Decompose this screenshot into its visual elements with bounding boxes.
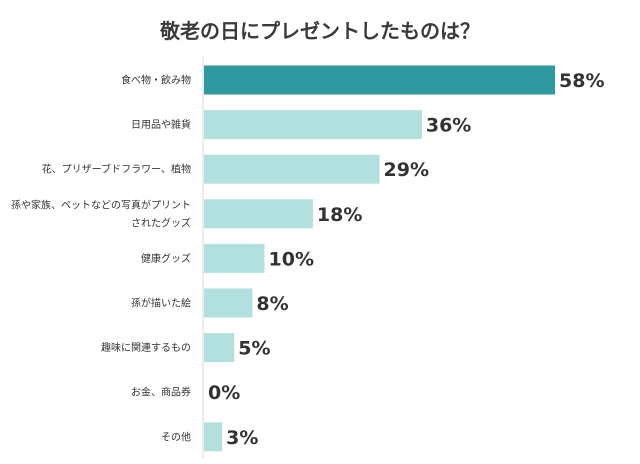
bar bbox=[204, 65, 555, 95]
bar bbox=[204, 288, 253, 318]
value-label: 8% bbox=[256, 293, 288, 315]
bars-group bbox=[204, 65, 555, 452]
category-labels-group: 食べ物・飲み物日用品や雑貨花、プリザーブドフラワー、植物孫や家族、ペットなどの写… bbox=[11, 74, 191, 444]
bar bbox=[204, 422, 223, 452]
value-label: 18% bbox=[317, 204, 362, 226]
value-label: 5% bbox=[238, 338, 270, 360]
value-label: 3% bbox=[226, 427, 258, 449]
category-label: その他 bbox=[161, 430, 191, 443]
category-label: お金、商品券 bbox=[131, 386, 191, 399]
category-label: 孫が描いた絵 bbox=[131, 297, 191, 310]
value-label: 29% bbox=[384, 159, 429, 181]
category-label: 日用品や雑貨 bbox=[131, 118, 191, 131]
value-label: 58% bbox=[559, 70, 604, 92]
chart-title: 敬老の日にプレゼントしたものは？ bbox=[159, 19, 480, 43]
value-labels-group: 58% 36% 29% 18%10% 8% 5% 0% 3% bbox=[208, 70, 604, 449]
bar bbox=[204, 199, 313, 229]
bar bbox=[204, 243, 265, 273]
bar bbox=[204, 110, 422, 140]
category-label: 孫や家族、ペットなどの写真がプリントされたグッズ bbox=[11, 198, 191, 229]
value-label: 0% bbox=[208, 382, 240, 404]
bar bbox=[204, 333, 235, 363]
category-label: 健康グッズ bbox=[141, 252, 191, 265]
category-label: 花、プリザーブドフラワー、植物 bbox=[42, 163, 191, 176]
bar bbox=[204, 154, 380, 184]
value-label: 10% bbox=[269, 248, 314, 270]
value-label: 36% bbox=[426, 115, 471, 137]
category-label: 趣味に関連するもの bbox=[101, 341, 191, 354]
category-label: 食べ物・飲み物 bbox=[121, 74, 191, 87]
